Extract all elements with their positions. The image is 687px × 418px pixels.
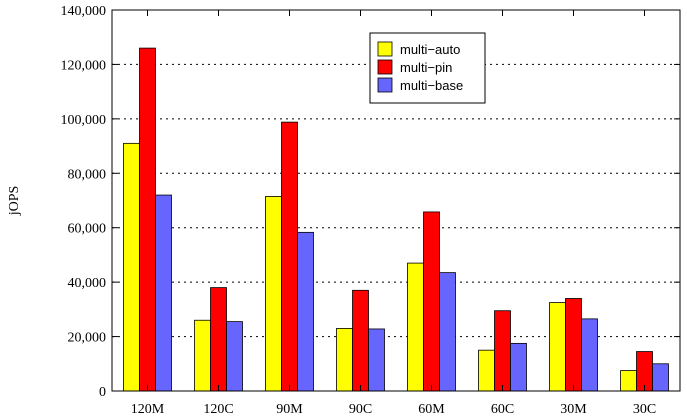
x-tick-label: 60C [491, 402, 514, 417]
y-tick-label: 120,000 [61, 58, 107, 73]
y-tick-label: 100,000 [61, 113, 107, 128]
x-tick-label: 90C [349, 402, 372, 417]
y-tick-label: 60,000 [68, 222, 107, 237]
y-axis-ticks: 0 20,000 40,000 60,000 80,000 100,000 120,000 1… [61, 4, 680, 400]
x-tick-label: 120C [203, 402, 233, 417]
x-tick-label: 90M [276, 402, 303, 417]
gridlines [112, 63, 680, 338]
legend: multi−auto multi−pin multi−base [369, 32, 486, 104]
bar-60M-2 [439, 272, 456, 392]
y-tick-label: 40,000 [68, 276, 107, 291]
x-axis-ticks: 120M 120C 90M 90C 60M 60C 30M 30C [131, 10, 656, 417]
bar-60C-1 [494, 310, 511, 392]
x-tick-label: 30C [633, 402, 656, 417]
bar-90C-2 [368, 328, 385, 392]
bar-30C-0 [620, 370, 637, 392]
bar-30C-2 [652, 363, 669, 392]
y-tick-label: 20,000 [68, 331, 107, 346]
bar-120M-2 [155, 194, 172, 392]
bar-60M-1 [423, 211, 440, 392]
bar-30M-0 [549, 302, 566, 392]
bar-120C-2 [226, 321, 243, 392]
plot-frame [111, 9, 681, 392]
y-tick-label: 80,000 [68, 167, 107, 182]
y-tick-label: 140,000 [61, 4, 107, 19]
y-axis-label: jOPS [7, 186, 22, 217]
x-tick-label: 120M [131, 402, 165, 417]
bar-60C-0 [478, 349, 495, 392]
x-tick-label: 30M [560, 402, 587, 417]
y-tick-label: 0 [99, 385, 106, 400]
bar-120C-1 [210, 287, 227, 392]
bar-90M-2 [297, 231, 314, 392]
legend-label: multi−base [400, 78, 463, 93]
bar-90M-1 [281, 121, 298, 392]
bar-120M-0 [123, 142, 140, 392]
bar-120C-0 [194, 319, 211, 392]
legend-swatch [377, 41, 393, 57]
bar-90M-0 [265, 196, 282, 392]
legend-label: multi−pin [400, 60, 452, 75]
bar-60C-2 [510, 342, 527, 392]
bar-30M-1 [565, 298, 582, 392]
legend-label: multi−auto [400, 42, 460, 57]
bar-120M-1 [139, 47, 156, 392]
bar-60M-0 [407, 262, 424, 392]
bar-90C-1 [352, 289, 369, 392]
bar-30M-2 [581, 318, 598, 392]
x-tick-label: 60M [418, 402, 445, 417]
bar-90C-0 [336, 328, 353, 392]
legend-swatch [377, 59, 393, 75]
legend-swatch [377, 77, 393, 93]
